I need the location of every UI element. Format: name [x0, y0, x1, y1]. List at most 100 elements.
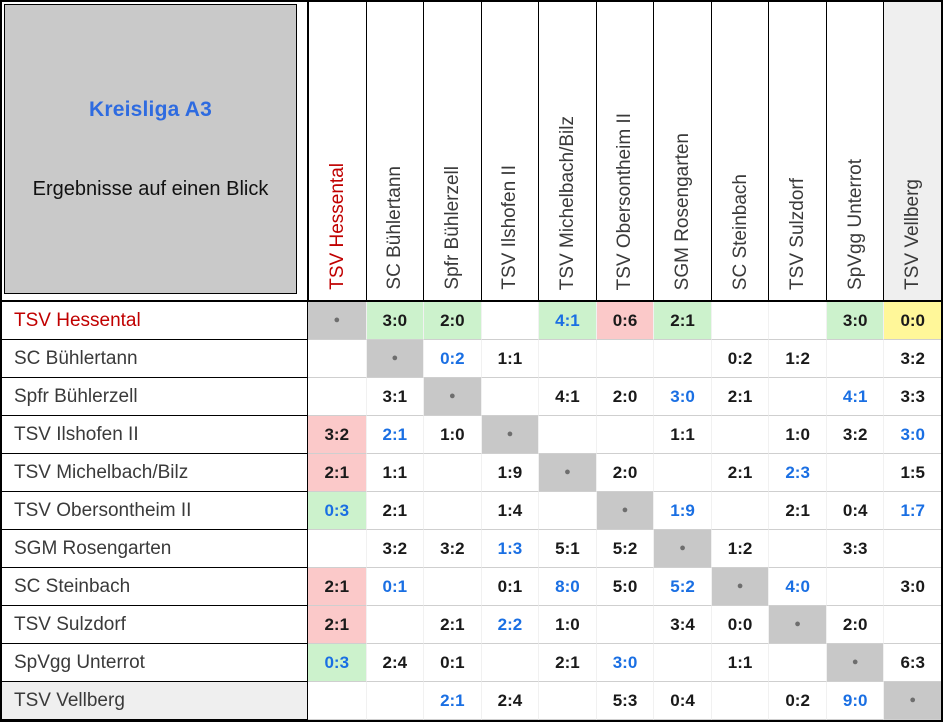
result-cell-tsv-ilshofen-ii-vs-sgm-rosengarten: 1:1 — [653, 416, 711, 454]
row-label-sgm-rosengarten: SGM Rosengarten — [2, 530, 308, 568]
column-header-tsv-vellberg: TSV Vellberg — [883, 2, 941, 302]
column-header-label: TSV Hessental — [326, 163, 348, 290]
result-cell-tsv-michelbach-bilz-vs-tsv-ilshofen-ii: 1:9 — [480, 454, 539, 492]
column-header-tsv-hessental: TSV Hessental — [308, 2, 366, 302]
divider-line: _________________________ — [18, 126, 282, 136]
empty-cell — [825, 454, 884, 492]
result-cell-sc-buhlertann-vs-spfr-buhlerzell: 0:2 — [423, 340, 481, 378]
diagonal-dot-icon: ● — [506, 428, 514, 440]
result-cell-tsv-hessental-vs-tsv-vellberg: 0:0 — [883, 302, 941, 340]
empty-cell — [710, 492, 769, 530]
result-cell-sc-buhlertann-vs-sc-steinbach: 0:2 — [710, 340, 769, 378]
column-header-label: SC Bühlertann — [384, 166, 406, 290]
empty-cell — [308, 340, 366, 378]
result-cell-tsv-sulzdorf-vs-spfr-buhlerzell: 2:1 — [423, 606, 481, 644]
column-header-sc-steinbach: SC Steinbach — [710, 2, 769, 302]
subtitle: Ergebnisse auf einen Blick — [32, 177, 269, 200]
empty-cell — [480, 644, 539, 682]
empty-cell — [538, 682, 596, 720]
column-header-spvgg-unterrot: SpVgg Unterrot — [825, 2, 884, 302]
empty-cell — [768, 530, 826, 568]
result-cell-sc-steinbach-vs-sc-buhlertann: 0:1 — [365, 568, 424, 606]
result-cell-sc-steinbach-vs-sgm-rosengarten: 5:2 — [653, 568, 711, 606]
result-cell-spvgg-unterrot-vs-sc-steinbach: 1:1 — [710, 644, 769, 682]
diagonal-dot-icon: ● — [794, 618, 801, 630]
result-cell-tsv-sulzdorf-vs-sgm-rosengarten: 3:4 — [653, 606, 711, 644]
diagonal-cell: ● — [595, 492, 654, 530]
result-cell-spfr-buhlerzell-vs-tsv-vellberg: 3:3 — [883, 378, 941, 416]
result-cell-spfr-buhlerzell-vs-sc-buhlertann: 3:1 — [365, 378, 424, 416]
result-cell-tsv-hessental-vs-spvgg-unterrot: 3:0 — [825, 302, 884, 340]
row-label-tsv-ilshofen-ii: TSV Ilshofen II — [2, 416, 308, 454]
result-cell-sgm-rosengarten-vs-tsv-ilshofen-ii: 1:3 — [480, 530, 539, 568]
result-cell-sgm-rosengarten-vs-spfr-buhlerzell: 3:2 — [423, 530, 481, 568]
row-label-tsv-michelbach-bilz: TSV Michelbach/Bilz — [2, 454, 308, 492]
result-cell-tsv-vellberg-vs-sgm-rosengarten: 0:4 — [653, 682, 711, 720]
result-cell-sc-buhlertann-vs-tsv-ilshofen-ii: 1:1 — [480, 340, 539, 378]
empty-cell — [423, 454, 481, 492]
column-header-label: TSV Ilshofen II — [499, 165, 521, 290]
result-cell-spvgg-unterrot-vs-sc-buhlertann: 2:4 — [365, 644, 424, 682]
diagonal-dot-icon: ● — [736, 580, 744, 592]
result-cell-tsv-obersontheim-ii-vs-tsv-sulzdorf: 2:1 — [768, 492, 826, 530]
result-cell-tsv-obersontheim-ii-vs-tsv-hessental: 0:3 — [308, 492, 366, 530]
empty-cell — [825, 568, 884, 606]
empty-cell — [538, 340, 596, 378]
result-cell-tsv-ilshofen-ii-vs-spvgg-unterrot: 3:2 — [825, 416, 884, 454]
result-cell-spvgg-unterrot-vs-tsv-vellberg: 6:3 — [883, 644, 941, 682]
empty-cell — [365, 682, 424, 720]
corner-cell: Kreisliga A3 _________________________ E… — [2, 2, 308, 302]
diagonal-dot-icon: ● — [333, 314, 341, 326]
result-cell-spvgg-unterrot-vs-tsv-obersontheim-ii: 3:0 — [595, 644, 654, 682]
column-header-label: TSV Vellberg — [902, 179, 924, 290]
diagonal-cell: ● — [308, 302, 366, 340]
result-cell-tsv-obersontheim-ii-vs-tsv-ilshofen-ii: 1:4 — [480, 492, 539, 530]
empty-cell — [423, 492, 481, 530]
column-header-tsv-ilshofen-ii: TSV Ilshofen II — [480, 2, 539, 302]
result-cell-sgm-rosengarten-vs-sc-buhlertann: 3:2 — [365, 530, 424, 568]
diagonal-cell: ● — [423, 378, 481, 416]
empty-cell — [710, 302, 769, 340]
result-cell-sgm-rosengarten-vs-spvgg-unterrot: 3:3 — [825, 530, 884, 568]
result-cell-tsv-sulzdorf-vs-tsv-michelbach-bilz: 1:0 — [538, 606, 596, 644]
column-header-label: TSV Sulzdorf — [787, 178, 809, 290]
result-cell-spfr-buhlerzell-vs-tsv-michelbach-bilz: 4:1 — [538, 378, 596, 416]
diagonal-dot-icon: ● — [909, 694, 917, 706]
result-cell-tsv-ilshofen-ii-vs-tsv-sulzdorf: 1:0 — [768, 416, 826, 454]
empty-cell — [365, 606, 424, 644]
result-cell-sc-buhlertann-vs-tsv-vellberg: 3:2 — [883, 340, 941, 378]
row-label-tsv-sulzdorf: TSV Sulzdorf — [2, 606, 308, 644]
result-cell-spvgg-unterrot-vs-tsv-michelbach-bilz: 2:1 — [538, 644, 596, 682]
column-header-label: Spfr Bühlerzell — [441, 166, 463, 290]
result-cell-spfr-buhlerzell-vs-spvgg-unterrot: 4:1 — [825, 378, 884, 416]
empty-cell — [883, 606, 941, 644]
diagonal-dot-icon: ● — [564, 466, 571, 478]
result-cell-sc-steinbach-vs-tsv-hessental: 2:1 — [308, 568, 366, 606]
result-cell-tsv-vellberg-vs-tsv-obersontheim-ii: 5:3 — [595, 682, 654, 720]
row-label-tsv-obersontheim-ii: TSV Obersontheim II — [2, 492, 308, 530]
diagonal-cell: ● — [825, 644, 884, 682]
empty-cell — [480, 378, 539, 416]
result-cell-tsv-vellberg-vs-spvgg-unterrot: 9:0 — [825, 682, 884, 720]
diagonal-dot-icon: ● — [851, 656, 859, 668]
empty-cell — [768, 302, 826, 340]
result-cell-sc-buhlertann-vs-tsv-sulzdorf: 1:2 — [768, 340, 826, 378]
result-cell-sc-steinbach-vs-tsv-vellberg: 3:0 — [883, 568, 941, 606]
row-label-sc-steinbach: SC Steinbach — [2, 568, 308, 606]
result-cell-tsv-sulzdorf-vs-spvgg-unterrot: 2:0 — [825, 606, 884, 644]
empty-cell — [825, 340, 884, 378]
empty-cell — [423, 568, 481, 606]
diagonal-dot-icon: ● — [449, 390, 456, 402]
result-cell-sgm-rosengarten-vs-sc-steinbach: 1:2 — [710, 530, 769, 568]
diagonal-cell: ● — [710, 568, 769, 606]
column-header-sgm-rosengarten: SGM Rosengarten — [653, 2, 711, 302]
result-cell-tsv-ilshofen-ii-vs-sc-buhlertann: 2:1 — [365, 416, 424, 454]
diagonal-cell: ● — [480, 416, 539, 454]
result-cell-spfr-buhlerzell-vs-sgm-rosengarten: 3:0 — [653, 378, 711, 416]
result-cell-tsv-michelbach-bilz-vs-tsv-hessental: 2:1 — [308, 454, 366, 492]
result-cell-tsv-hessental-vs-sgm-rosengarten: 2:1 — [653, 302, 711, 340]
column-header-label: SGM Rosengarten — [672, 132, 694, 290]
result-cell-sc-steinbach-vs-tsv-sulzdorf: 4:0 — [768, 568, 826, 606]
